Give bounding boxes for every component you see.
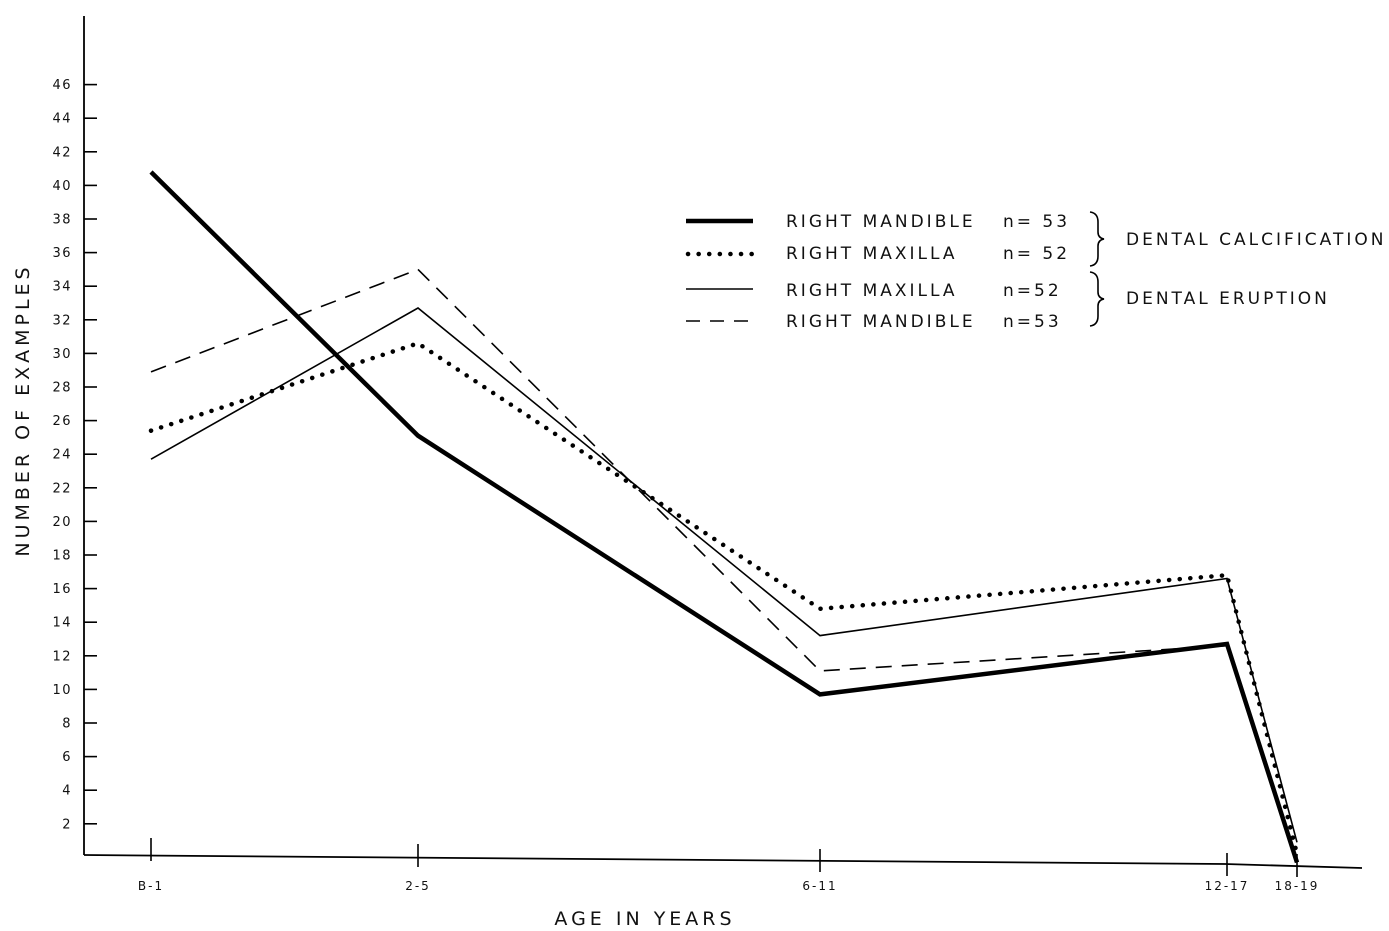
- legend-n: n=52: [1003, 281, 1062, 301]
- legend-item: RIGHT MAXILLA n=52: [686, 281, 1062, 301]
- legend-n: n= 53: [1003, 212, 1070, 232]
- series-right-maxilla-calcification: [148, 340, 1300, 857]
- data-lines: [148, 170, 1300, 864]
- legend-item: RIGHT MANDIBLE n= 53: [686, 212, 1070, 232]
- y-tick-label: 12: [52, 649, 72, 664]
- y-tick-label: 18: [52, 549, 72, 564]
- x-tick-label: 6-11: [802, 879, 837, 893]
- y-tick-label: 26: [52, 414, 72, 429]
- y-tick-label: 4: [62, 784, 72, 799]
- series-right-mandible-eruption: [150, 268, 1298, 860]
- brace-eruption: [1089, 271, 1105, 327]
- y-axis-ticks: 2468101214161820222426283032343638404244…: [52, 78, 97, 832]
- y-tick-label: 24: [52, 448, 72, 463]
- legend-item: RIGHT MANDIBLE n=53: [686, 312, 1062, 332]
- x-axis-title: AGE IN YEARS: [554, 908, 735, 930]
- x-axis-line: [83, 854, 1363, 869]
- y-tick-label: 32: [52, 313, 72, 328]
- y-tick-label: 8: [62, 717, 72, 732]
- series-right-mandible-calcification: [149, 170, 1300, 864]
- y-tick-label: 38: [52, 213, 72, 228]
- legend-group-calcification: DENTAL CALCIFICATION: [1126, 230, 1386, 250]
- series-right-maxilla-eruption: [150, 307, 1298, 843]
- x-tick-label: 12-17: [1205, 879, 1250, 893]
- y-axis-title: NUMBER OF EXAMPLES: [12, 263, 34, 556]
- y-tick-label: 44: [52, 112, 72, 127]
- y-tick-label: 2: [62, 817, 72, 832]
- legend-group-eruption: DENTAL ERUPTION: [1126, 289, 1330, 309]
- legend-label: RIGHT MAXILLA: [786, 281, 958, 301]
- legend-label: RIGHT MANDIBLE: [786, 312, 976, 332]
- chart-axes: [83, 16, 1363, 869]
- legend-n: n= 52: [1003, 244, 1070, 264]
- y-tick-label: 22: [52, 481, 72, 496]
- legend-item: RIGHT MAXILLA n= 52: [685, 244, 1070, 264]
- x-tick-label: 18-19: [1275, 879, 1320, 893]
- y-tick-label: 36: [52, 246, 72, 261]
- y-tick-label: 20: [52, 515, 72, 530]
- y-tick-label: 42: [52, 145, 72, 160]
- x-tick-label: 2-5: [405, 879, 431, 893]
- legend: RIGHT MANDIBLE n= 53 RIGHT MAXILLA n= 52…: [685, 211, 1386, 332]
- legend-label: RIGHT MANDIBLE: [786, 212, 976, 232]
- y-tick-label: 46: [52, 78, 72, 93]
- legend-n: n=53: [1003, 312, 1062, 332]
- y-tick-label: 28: [52, 381, 72, 396]
- y-tick-label: 34: [52, 280, 72, 295]
- y-tick-label: 40: [52, 179, 72, 194]
- y-tick-label: 10: [52, 683, 72, 698]
- x-axis-ticks: B-1 2-5 6-11 12-17 18-19: [138, 838, 1320, 893]
- y-tick-label: 30: [52, 347, 72, 362]
- legend-label: RIGHT MAXILLA: [786, 244, 958, 264]
- x-tick-label: B-1: [138, 879, 164, 893]
- y-tick-label: 14: [52, 616, 72, 631]
- y-tick-label: 6: [62, 750, 72, 765]
- brace-calcification: [1089, 211, 1105, 267]
- y-tick-label: 16: [52, 582, 72, 597]
